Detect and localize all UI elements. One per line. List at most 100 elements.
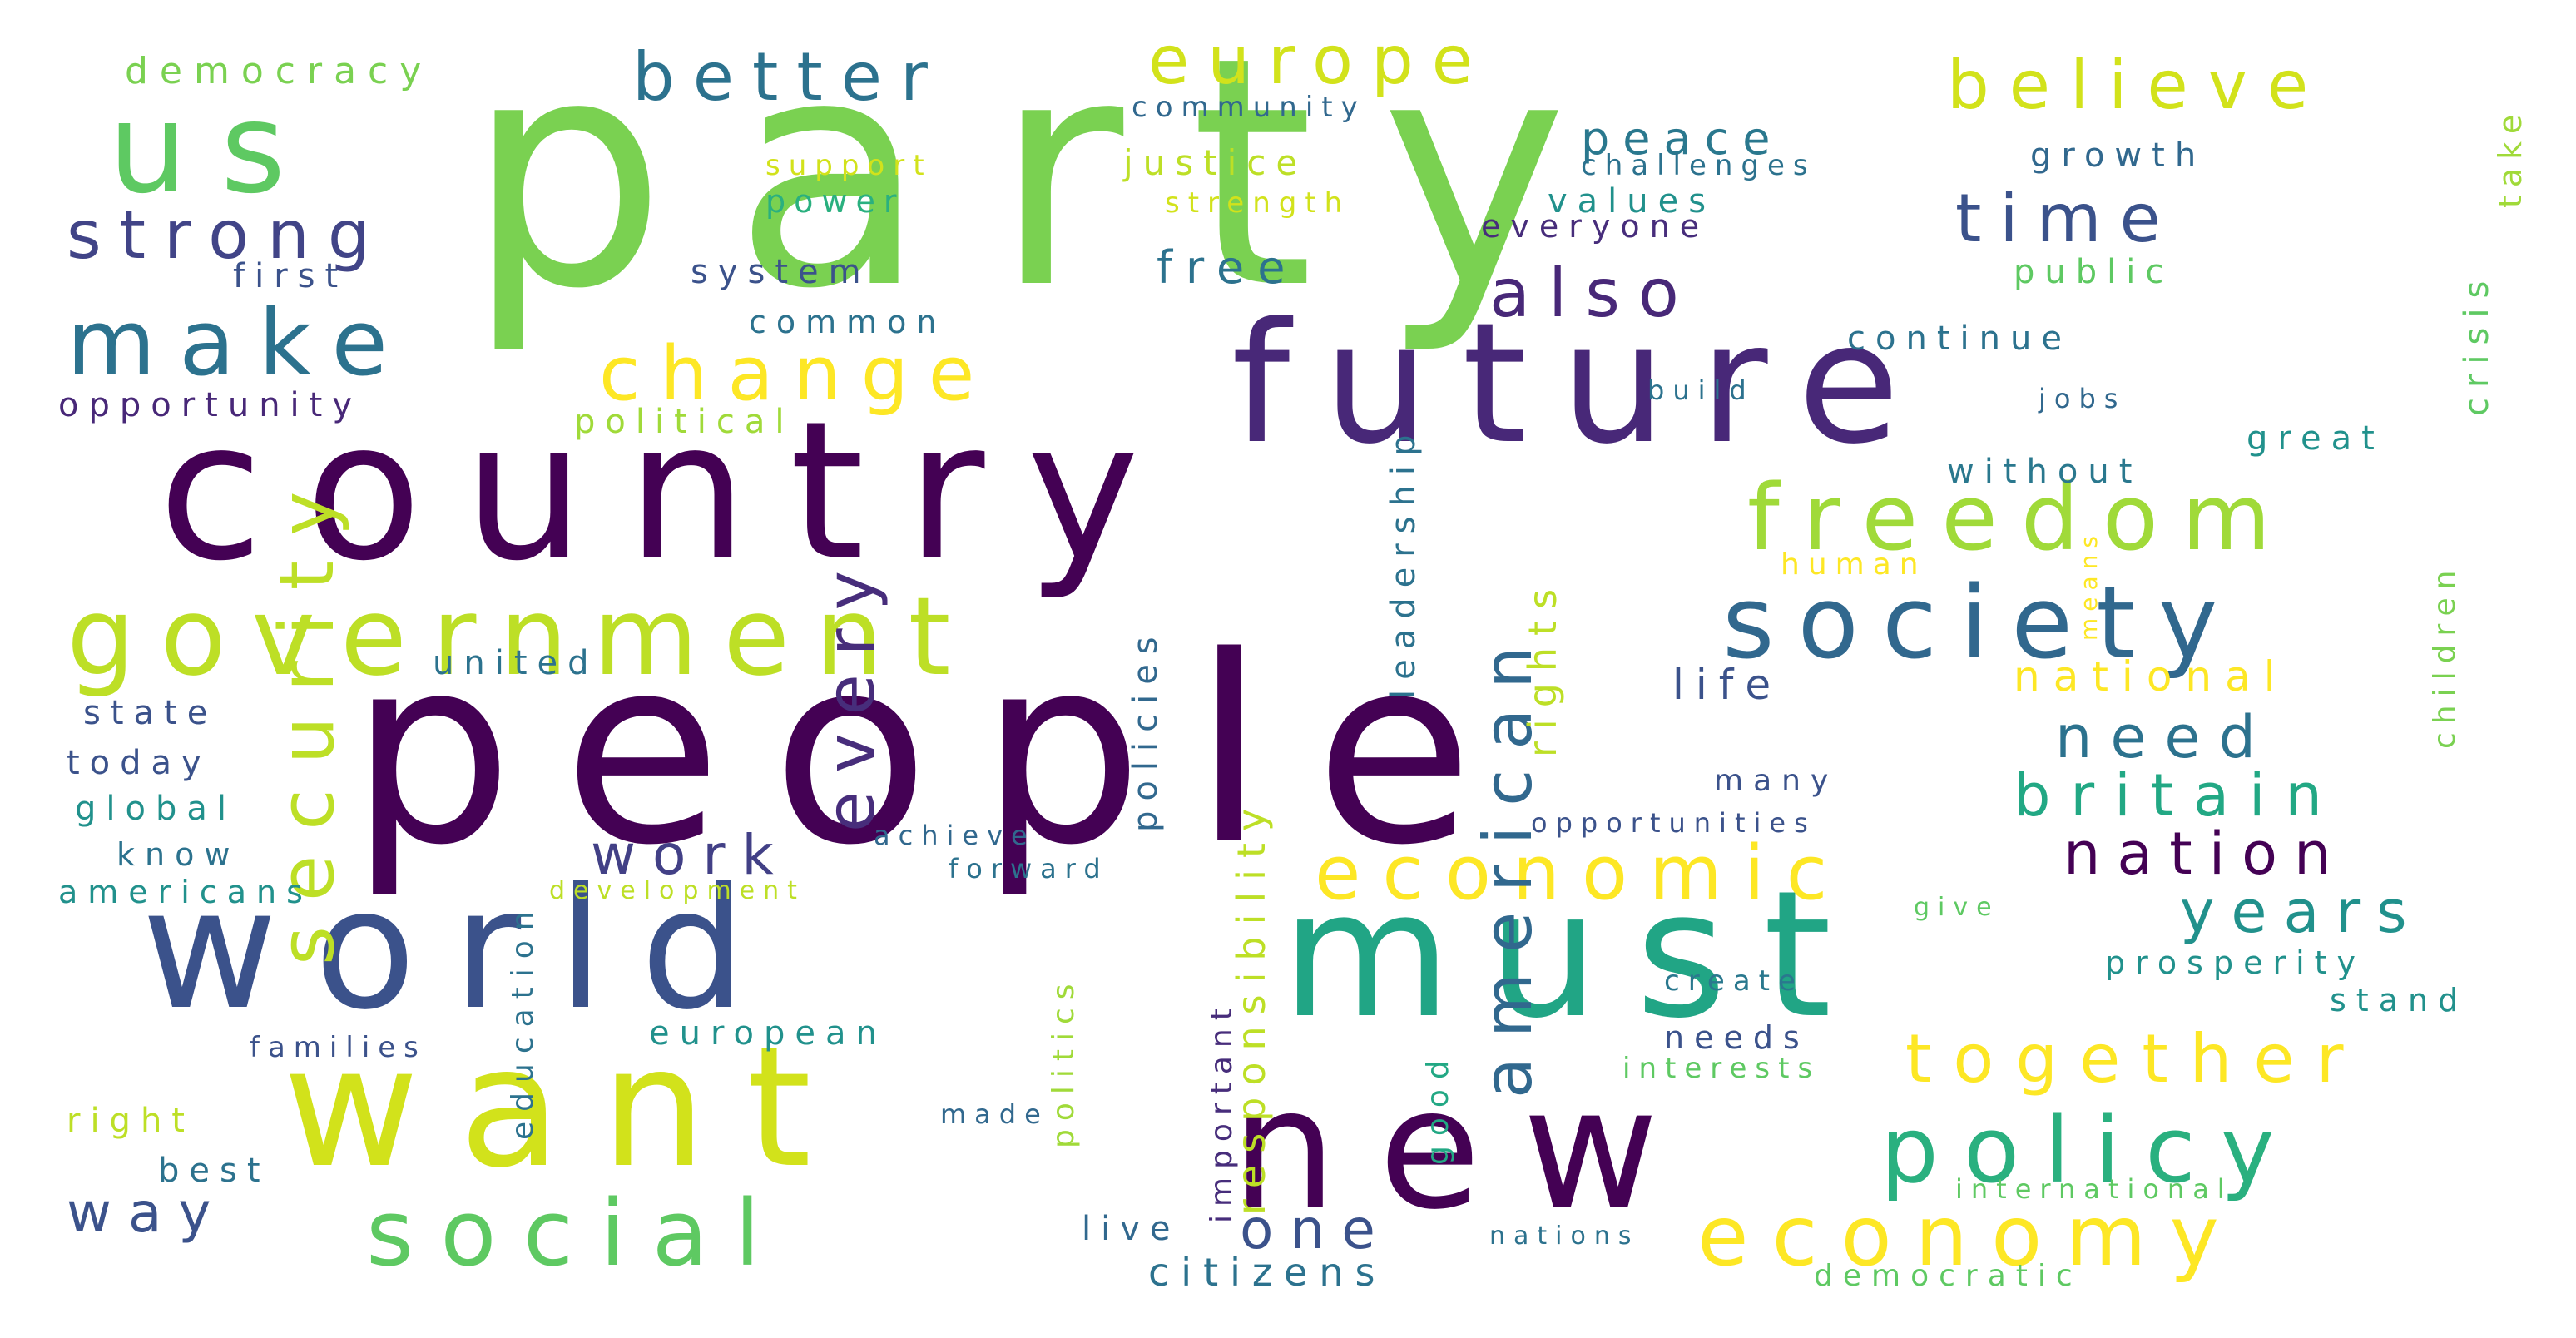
word-system: system [691, 253, 871, 291]
word-strong: strong [67, 196, 389, 274]
word-crisis: crisis [2458, 271, 2496, 416]
word-many: many [1714, 764, 1838, 798]
word-great: great [2247, 419, 2385, 458]
word-politics: politics [1047, 975, 1081, 1148]
word-rights: rights [1520, 577, 1565, 757]
word-interests: interests [1622, 1052, 1821, 1085]
word-live: live [1082, 1210, 1181, 1248]
word-common: common [749, 304, 947, 340]
word-work: work [591, 823, 790, 887]
word-prosperity: prosperity [2105, 944, 2365, 981]
word-united: united [433, 644, 599, 682]
word-public: public [2014, 253, 2173, 291]
word-must: must [1281, 853, 1868, 1057]
word-people: people [349, 602, 1523, 902]
word-stand: stand [2330, 982, 2468, 1018]
word-better: better [632, 38, 946, 116]
word-need: need [2055, 703, 2274, 771]
word-continue: continue [1847, 320, 2072, 358]
word-know: know [116, 836, 240, 873]
word-right: right [67, 1102, 195, 1140]
word-want: want [283, 1011, 851, 1205]
word-strength: strength [1165, 186, 1350, 220]
word-good: good [1421, 1050, 1455, 1165]
word-government: government [67, 573, 976, 700]
word-take: take [2492, 107, 2529, 208]
word-party: party [466, 0, 1634, 358]
word-nations: nations [1489, 1222, 1640, 1251]
word-best: best [158, 1152, 270, 1190]
word-needs: needs [1664, 1019, 1810, 1056]
word-everyone: everyone [1481, 208, 1709, 245]
word-responsibility: responsibility [1229, 797, 1274, 1215]
word-democratic: democratic [1814, 1259, 2083, 1293]
word-without: without [1947, 453, 2142, 491]
word-world: world [141, 853, 783, 1047]
word-free: free [1157, 241, 1298, 294]
word-american: american [1469, 627, 1547, 1098]
word-global: global [75, 790, 236, 828]
word-security: security [264, 467, 351, 965]
word-families: families [250, 1031, 427, 1064]
word-children: children [2428, 562, 2462, 749]
word-nation: nation [2063, 820, 2347, 888]
word-americans: americans [58, 874, 313, 910]
word-economy: economy [1697, 1187, 2242, 1285]
word-european: european [649, 1014, 887, 1053]
word-social: social [366, 1180, 787, 1286]
word-make: make [67, 290, 411, 396]
word-power: power [765, 183, 904, 220]
word-support: support [765, 149, 933, 182]
word-life: life [1672, 661, 1782, 709]
word-years: years [2180, 878, 2424, 946]
word-build: build [1647, 374, 1755, 406]
word-important: important [1205, 1000, 1239, 1223]
word-forward: forward [949, 853, 1109, 885]
word-us: us [108, 77, 319, 221]
word-citizens: citizens [1148, 1250, 1386, 1295]
word-human: human [1781, 548, 1927, 582]
word-development: development [549, 876, 805, 905]
word-way: way [67, 1181, 227, 1245]
word-create: create [1664, 964, 1804, 998]
word-one: one [1240, 1197, 1392, 1261]
word-new: new [1231, 1053, 1700, 1246]
word-together: together [1905, 1020, 2365, 1098]
word-international: international [1955, 1173, 2233, 1205]
word-means: means [2075, 529, 2103, 641]
word-challenges: challenges [1581, 149, 1816, 182]
word-britain: britain [2014, 761, 2342, 830]
word-europe: europe [1148, 22, 1491, 99]
word-made: made [940, 1098, 1049, 1130]
word-also: also [1489, 255, 1697, 332]
word-democracy: democracy [125, 50, 433, 92]
word-political: political [574, 403, 795, 441]
word-believe: believe [1947, 47, 2328, 124]
word-society: society [1722, 566, 2241, 681]
word-community: community [1132, 91, 1366, 124]
word-justice: justice [1122, 142, 1307, 183]
word-policy: policy [1880, 1097, 2300, 1203]
word-economic: economic [1315, 830, 1849, 917]
word-education: education [506, 901, 540, 1140]
word-change: change [599, 330, 994, 418]
word-freedom: freedom [1747, 464, 2294, 571]
word-values: values [1548, 182, 1716, 221]
word-policies: policies [1127, 627, 1165, 832]
word-future: future [1231, 287, 1933, 481]
word-today: today [67, 744, 211, 782]
word-growth: growth [2030, 136, 2206, 175]
word-jobs: jobs [2038, 383, 2126, 414]
word-first: first [233, 257, 348, 295]
word-state: state [83, 694, 217, 732]
word-time: time [1955, 180, 2179, 257]
word-leadership: leadership [1385, 425, 1423, 699]
word-national: national [2014, 652, 2289, 701]
word-country: country [158, 381, 1181, 603]
word-every: every [812, 553, 889, 832]
word-peace: peace [1581, 112, 1784, 165]
word-achieve: achieve [874, 820, 1036, 851]
word-give: give [1914, 893, 2000, 922]
word-opportunities: opportunities [1531, 807, 1816, 839]
